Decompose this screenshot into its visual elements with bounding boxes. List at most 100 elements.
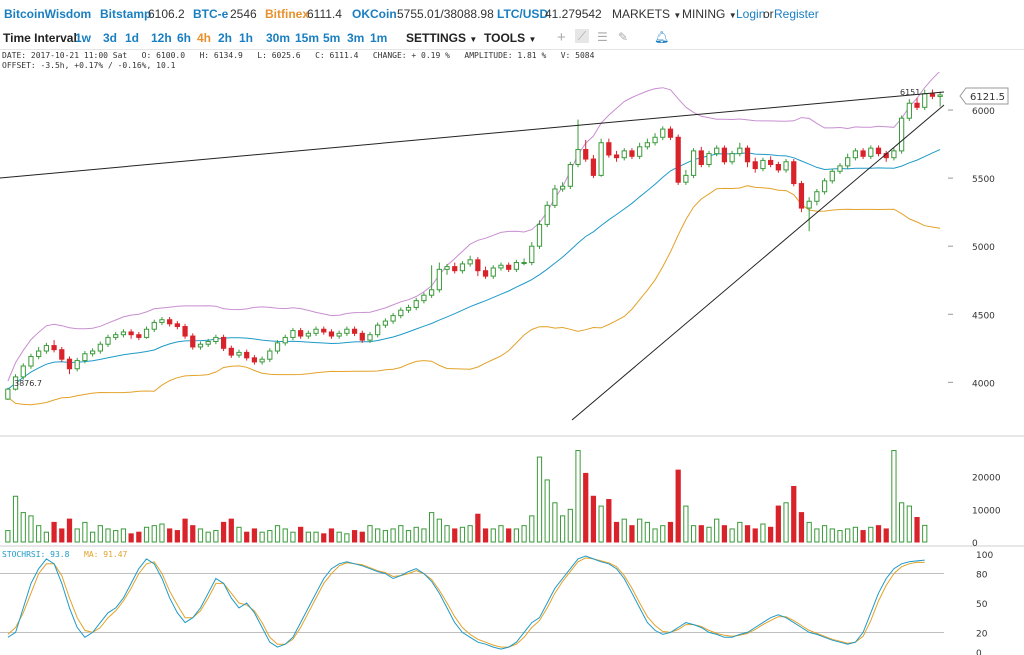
logo-link[interactable]: BitcoinWisdom <box>4 7 92 21</box>
mining-menu[interactable]: MINING ▼ <box>682 7 737 21</box>
volume-bar <box>159 523 165 543</box>
price-tick-label: 4500 <box>972 311 995 321</box>
candle-body <box>914 102 920 108</box>
volume-bar <box>136 531 142 543</box>
candle-body <box>590 158 597 176</box>
volume-tick-label: 0 <box>972 539 978 549</box>
candle-body <box>251 357 258 363</box>
markets-menu[interactable]: MARKETS ▼ <box>612 7 682 21</box>
interval-15m[interactable]: 15m <box>295 31 320 45</box>
interval-4h[interactable]: 4h <box>197 31 212 45</box>
volume-bar <box>74 528 80 543</box>
caret-down-icon: ▼ <box>728 11 737 20</box>
candle-body <box>259 358 265 363</box>
stochrsi-panel <box>0 555 944 650</box>
interval-5m[interactable]: 5m <box>323 31 341 45</box>
candle-body <box>236 351 242 356</box>
candle-body <box>714 147 720 155</box>
volume-bar <box>43 531 49 543</box>
interval-1m[interactable]: 1m <box>370 31 388 45</box>
candle-body <box>128 331 134 336</box>
volume-bar <box>536 456 543 543</box>
volume-bar <box>105 528 111 543</box>
interval-12h[interactable]: 12h <box>151 31 172 45</box>
interval-1d[interactable]: 1d <box>125 31 140 45</box>
top-nav-bar: BitcoinWisdom Bitstamp 6106.2 BTC-e 2546… <box>0 0 1024 29</box>
crosshair-icon[interactable]: + <box>557 29 566 46</box>
candle-body <box>313 328 319 334</box>
fib-icon[interactable]: ☰ <box>597 30 608 44</box>
interval-2h[interactable]: 2h <box>218 31 233 45</box>
interval-3m[interactable]: 3m <box>347 31 365 45</box>
volume-bar <box>590 495 597 543</box>
candle-body <box>552 188 558 206</box>
stochrsi-label: STOCHRSI: 93.8 <box>2 550 70 559</box>
volume-bar <box>113 530 119 543</box>
candle-body <box>174 323 180 328</box>
interval-6h[interactable]: 6h <box>177 31 192 45</box>
interval-1h[interactable]: 1h <box>239 31 254 45</box>
candle-body <box>783 161 789 171</box>
stochrsi-axis: 100 80 50 20 0 <box>976 551 993 655</box>
volume-bar <box>721 525 728 543</box>
interval-30m[interactable]: 30m <box>266 31 291 45</box>
market-btce-link[interactable]: BTC-e <box>193 7 229 21</box>
volume-bar <box>390 528 396 543</box>
volume-bar <box>382 530 389 543</box>
candle-body <box>143 328 150 338</box>
volume-bar <box>482 528 489 543</box>
candle-body <box>228 347 234 356</box>
candle-body <box>706 153 712 165</box>
candle-body <box>344 328 350 334</box>
market-ltcusd-price: 41.279542 <box>545 7 602 21</box>
volume-bar <box>506 528 512 543</box>
candle-body <box>336 332 342 337</box>
interval-3d[interactable]: 3d <box>103 31 118 45</box>
lower-trendline[interactable] <box>571 104 945 421</box>
volume-bar <box>367 525 373 543</box>
volume-bar <box>598 505 604 543</box>
alarm-icon[interactable]: 🔔︎ <box>654 30 670 44</box>
volume-bar <box>683 505 689 543</box>
volume-bar <box>143 526 150 543</box>
settings-menu[interactable]: SETTINGS ▼ <box>406 31 478 45</box>
market-okcoin-link[interactable]: OKCoin <box>352 7 397 21</box>
candle-body <box>5 388 11 400</box>
volume-bar <box>837 530 843 543</box>
price-tick-label: 5000 <box>972 243 995 253</box>
stoch-tick-label: 20 <box>976 629 988 639</box>
volume-bar <box>621 518 627 543</box>
volume-bar <box>714 518 720 543</box>
candle-body <box>536 223 543 247</box>
candle-body <box>737 147 743 155</box>
candle-body <box>791 161 797 185</box>
volume-bar <box>660 525 666 543</box>
market-ltcusd-link[interactable]: LTC/USD <box>497 7 549 21</box>
interval-1w[interactable]: 1w <box>75 31 92 45</box>
login-link[interactable]: Login <box>736 7 766 21</box>
price-chart-canvas[interactable]: 6000 5500 5000 4500 4000 20000 10000 0 100 80 50… <box>0 72 1024 655</box>
volume-bar <box>783 502 789 543</box>
candle-body <box>667 128 674 138</box>
volume-bar <box>20 512 26 543</box>
candle-body <box>621 150 627 159</box>
line-tool-icon[interactable]: ⟋ <box>575 29 589 43</box>
volume-bar <box>498 525 504 543</box>
caret-down-icon: ▼ <box>528 35 537 44</box>
tools-menu[interactable]: TOOLS ▼ <box>484 31 537 45</box>
volume-bar <box>174 530 180 543</box>
market-bitfinex-link[interactable]: Bitfinex <box>265 7 310 21</box>
market-bitstamp-link[interactable]: Bitstamp <box>100 7 152 21</box>
volume-bar <box>190 525 196 543</box>
candle-body <box>105 336 111 345</box>
volume-bar <box>667 521 674 543</box>
volume-bar <box>321 533 327 543</box>
upper-trendline[interactable] <box>0 91 945 179</box>
brush-icon[interactable]: ✎ <box>618 30 629 44</box>
volume-bar <box>413 526 419 543</box>
register-link[interactable]: Register <box>774 7 819 21</box>
candle-body <box>875 147 882 155</box>
candle-body <box>274 342 281 352</box>
candle-body <box>821 180 828 193</box>
candle-body <box>806 200 812 209</box>
